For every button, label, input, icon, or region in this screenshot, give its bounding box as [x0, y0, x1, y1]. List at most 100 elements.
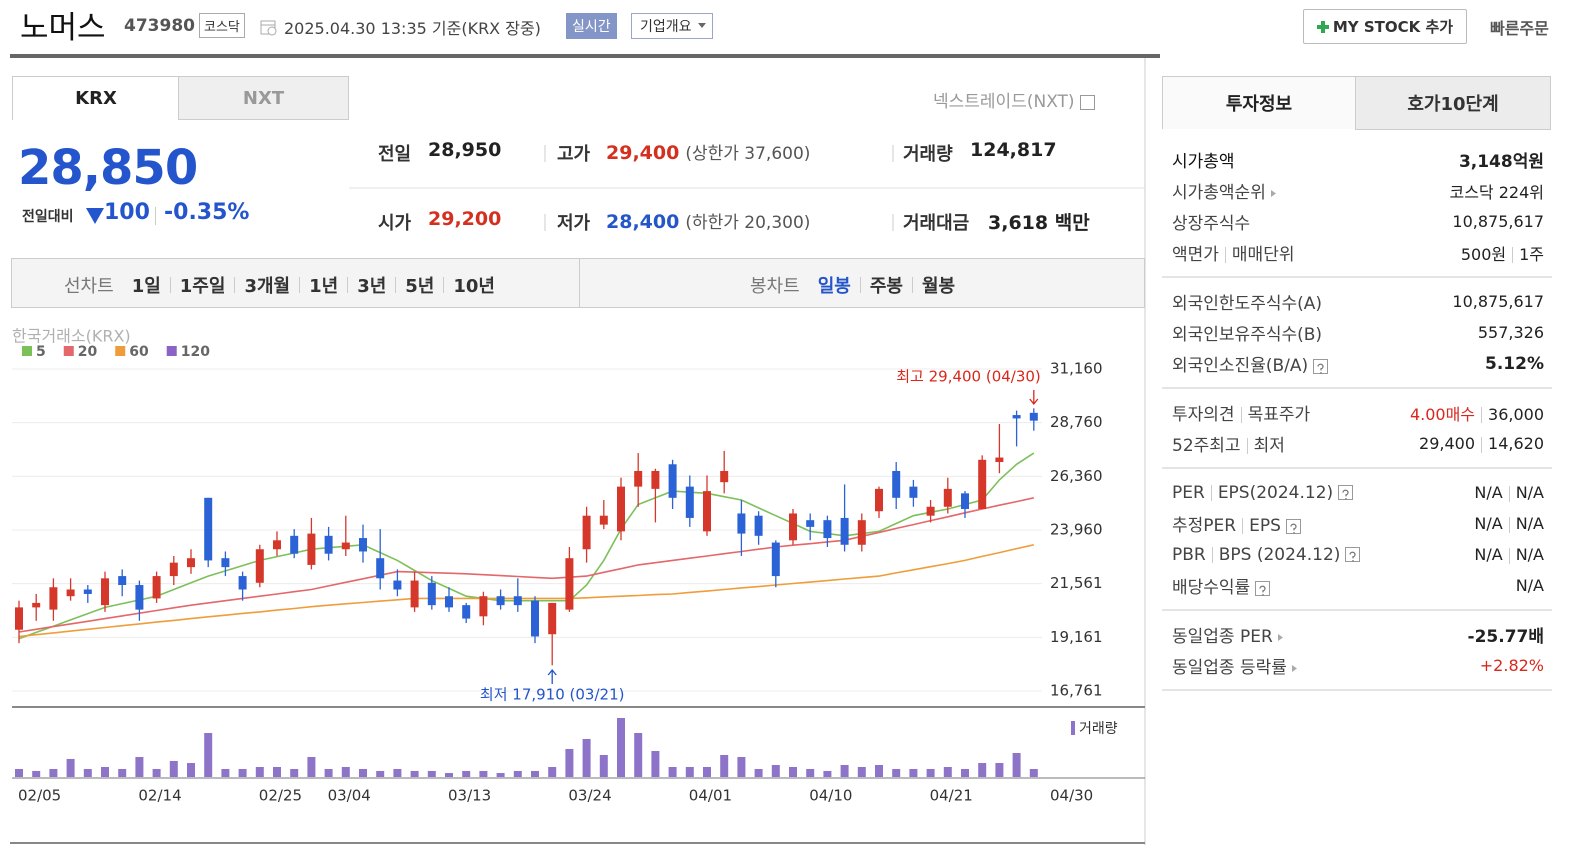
y-tick-label: 23,960 — [1050, 521, 1103, 539]
summary-number: 3,618 백만 — [988, 212, 1090, 234]
volume-bar — [359, 768, 367, 777]
volume-bar — [617, 718, 625, 777]
volume-bar — [135, 756, 144, 777]
calendar-icon — [260, 20, 277, 36]
period-button[interactable]: 주봉 — [869, 276, 903, 297]
candle-body — [634, 470, 643, 487]
candle-body — [187, 558, 195, 568]
x-tick-label: 03/13 — [448, 787, 491, 805]
volume-bar — [943, 766, 952, 777]
candle-body — [754, 515, 763, 536]
volume-bar — [720, 755, 729, 777]
candle-body — [582, 515, 591, 550]
period-button[interactable]: 1주일 — [179, 276, 226, 297]
quick-order[interactable]: 빠른주문 — [1490, 19, 1549, 38]
candle-body — [255, 549, 264, 583]
volume-bar — [479, 770, 488, 777]
volume-bar — [152, 768, 161, 777]
side-row: 외국인보유주식수(B) 557,326 — [1172, 317, 1544, 348]
period-button[interactable]: 일봉 — [817, 276, 851, 297]
side-label: 외국인한도주식수(A) — [1172, 289, 1322, 314]
volume-bar — [651, 750, 660, 777]
volume-bar — [875, 765, 883, 777]
toolbar-sep — [234, 277, 236, 293]
side-row: 상장주식수 10,875,617 — [1172, 206, 1544, 237]
mystock-button[interactable]: MY STOCK 추가 — [1303, 9, 1467, 44]
period-button[interactable]: 3개월 — [244, 276, 291, 297]
candle-body — [152, 576, 161, 599]
summary-number: 124,817 — [970, 139, 1057, 161]
side-tab-active[interactable]: 투자정보 — [1162, 76, 1356, 129]
help-glyph — [1317, 363, 1324, 373]
mystock-label: MY STOCK 추가 — [1332, 18, 1454, 36]
side-row: 시가총액 3,148억원 — [1172, 144, 1544, 175]
candle-body — [892, 470, 901, 498]
help-icon[interactable] — [1338, 485, 1354, 500]
legend-swatch — [166, 346, 177, 356]
side-value-part: N/A — [1474, 514, 1503, 533]
side-value-part: 10,875,617 — [1452, 212, 1544, 231]
x-tick-label: 03/24 — [568, 787, 611, 805]
volume-bar — [823, 770, 832, 777]
label-sep — [1242, 518, 1244, 534]
help-icon[interactable] — [1079, 94, 1095, 110]
value-sep — [1508, 485, 1510, 502]
period-button[interactable]: 월봉 — [921, 276, 956, 297]
side-value-part: 코스닥 224위 — [1449, 182, 1544, 202]
company-dropdown[interactable]: 기업개요 — [631, 13, 713, 39]
row-arrow — [1291, 665, 1297, 672]
side-value: -25.77배 — [1468, 622, 1544, 647]
label-sep — [1240, 407, 1242, 423]
toolbar-sep — [169, 277, 171, 293]
toolbar-sep — [859, 277, 861, 293]
help-icon[interactable] — [1345, 547, 1361, 562]
side-label-part: 최저 — [1253, 436, 1285, 456]
row-arrow — [1270, 190, 1276, 197]
help-icon[interactable] — [1313, 358, 1329, 374]
side-value: 4.00매수 36,000 — [1410, 401, 1544, 425]
period-button[interactable]: 3년 — [357, 276, 387, 297]
summary-value: 28,950 — [428, 139, 501, 161]
period-button[interactable]: 1년 — [309, 276, 339, 297]
tab[interactable]: NXT — [178, 76, 349, 120]
volume-bar — [118, 768, 127, 777]
candle-body — [118, 576, 127, 586]
side-value-part: N/A — [1474, 545, 1503, 564]
candle-body — [204, 497, 213, 561]
candle-body — [427, 582, 436, 606]
volume-bar — [393, 768, 402, 777]
side-label-part: 시가총액순위 — [1172, 183, 1266, 203]
summary-value: 29,400 (상한가 37,600) — [606, 139, 810, 164]
tab-active[interactable]: KRX — [12, 76, 180, 120]
side-row: 동일업종 PER -25.77배 — [1172, 619, 1544, 650]
volume-bar — [49, 768, 58, 777]
help-icon[interactable] — [1285, 518, 1301, 534]
side-value: 557,326 — [1478, 323, 1544, 342]
volume-bar — [221, 768, 230, 777]
realtime-badge[interactable]: 실시간 — [566, 13, 617, 39]
candle-body — [978, 459, 987, 509]
help-icon[interactable] — [1255, 580, 1271, 596]
summary-number: 28,400 — [606, 211, 680, 233]
side-row: PBR BPS (2024.12) N/A N/A — [1172, 539, 1544, 570]
side-value-part: 4.00매수 — [1409, 404, 1476, 424]
candle-body — [445, 596, 453, 608]
side-tab[interactable]: 호가10단계 — [1355, 76, 1551, 130]
volume-bar — [324, 768, 333, 777]
volume-bar — [290, 768, 299, 777]
side-label-part: 외국인보유주식수(B) — [1172, 325, 1323, 345]
candle-body — [15, 607, 23, 630]
volume-bar — [15, 768, 23, 777]
nxt-link[interactable]: 넥스트레이드(NXT) — [933, 87, 1095, 112]
side-value-part: N/A — [1515, 576, 1544, 595]
volume-legend: 거래량 — [1079, 721, 1118, 737]
candle-body — [221, 558, 230, 568]
chart: 한국거래소(KRX) 16,761 19,161 21,561 23,960 26,36… — [10, 54, 1160, 845]
value-sep — [1481, 407, 1483, 423]
period-button[interactable]: 1일 — [131, 276, 161, 297]
period-button[interactable]: 10년 — [453, 276, 495, 297]
side-label: 외국인보유주식수(B) — [1172, 320, 1322, 345]
side-value-part: 5.12% — [1485, 353, 1544, 374]
side-label: 동일업종 등락률 — [1172, 653, 1299, 678]
period-button[interactable]: 5년 — [405, 276, 435, 297]
